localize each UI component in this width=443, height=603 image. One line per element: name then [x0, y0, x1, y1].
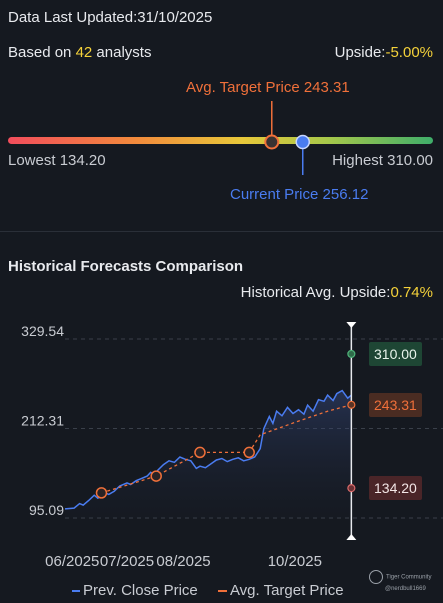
watermark-user: @nerdbull1669 — [385, 586, 426, 592]
avg-target-marker — [264, 134, 280, 150]
highest-label: Highest 310.00 — [332, 152, 433, 169]
end-value-dot — [347, 400, 356, 409]
price-area-fill — [65, 390, 352, 518]
target-marker — [95, 487, 108, 499]
avg-target-label: Avg. Target Price 243.31 — [186, 79, 350, 96]
analyst-count: 42 — [75, 44, 93, 61]
gauge-bar — [8, 137, 433, 144]
x-tick-label: 10/2025 — [268, 553, 322, 570]
high-value-label: 310.00 — [369, 341, 422, 366]
legend-prev-close-label: Prev. Close Price — [83, 582, 198, 599]
y-tick-label: 95.09 — [29, 502, 64, 518]
upside-label: Upside: — [334, 44, 386, 61]
based-on-suffix: analysts — [92, 44, 152, 61]
x-tick-label: 07/2025 — [100, 553, 154, 570]
analyst-count-text: Based on 42 analysts — [8, 44, 151, 61]
legend-avg-target-label: Avg. Target Price — [229, 582, 344, 599]
tiger-logo-icon — [369, 570, 383, 584]
y-tick-label: 329.54 — [21, 323, 64, 339]
history-chart: 329.54 212.31 95.09 06/2025 07/2025 08/2025 1… — [21, 322, 443, 570]
x-tick-label: 06/2025 — [45, 553, 99, 570]
end-value-dot — [347, 484, 356, 493]
y-tick-label: 212.31 — [21, 413, 64, 429]
price-range-gauge — [8, 101, 433, 175]
data-updated-text: Data Last Updated:31/10/2025 — [8, 9, 212, 26]
data-updated-label: Data Last Updated: — [8, 9, 138, 26]
history-upside-text: Historical Avg. Upside:0.74% — [241, 284, 433, 301]
lowest-label: Lowest 134.20 — [8, 152, 106, 169]
upside-value: -5.00% — [385, 44, 433, 61]
history-upside-value: 0.74% — [390, 284, 433, 301]
avg-target-value-label: 243.31 — [369, 392, 422, 417]
end-value-dot — [347, 349, 356, 359]
target-marker — [194, 446, 206, 459]
legend-prev-close-swatch — [72, 590, 80, 593]
section-divider — [0, 231, 443, 232]
crosshair-top-handle[interactable] — [346, 322, 357, 328]
watermark-brand: Tiger Community — [386, 574, 432, 581]
target-marker — [243, 446, 255, 459]
legend: Prev. Close Price Avg. Target Price — [72, 582, 344, 599]
legend-avg-target-swatch — [217, 590, 227, 593]
target-marker — [150, 470, 162, 482]
data-updated-date: 31/10/2025 — [137, 9, 213, 26]
history-title: Historical Forecasts Comparison — [8, 258, 244, 275]
low-value-label: 134.20 — [369, 476, 422, 501]
x-tick-label: 08/2025 — [156, 553, 210, 570]
based-on-prefix: Based on — [8, 44, 76, 61]
crosshair-bottom-handle[interactable] — [346, 534, 357, 540]
prev-close-line — [64, 389, 352, 510]
history-upside-label: Historical Avg. Upside: — [240, 284, 391, 301]
upside-text: Upside:-5.00% — [335, 44, 433, 61]
watermark: Tiger Community @nerdbull1669 — [369, 570, 431, 594]
current-price-label: Current Price 256.12 — [230, 186, 369, 203]
current-price-marker — [295, 134, 310, 150]
